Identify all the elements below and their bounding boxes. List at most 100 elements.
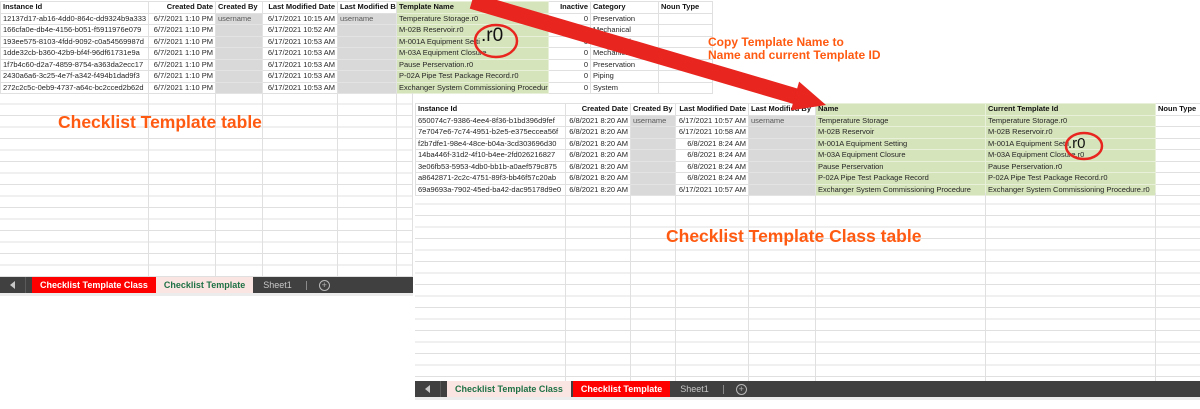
cell[interactable]: 6/7/2021 1:10 PM [148, 81, 216, 94]
cell[interactable]: Preservation [590, 58, 659, 71]
cell[interactable]: M-02B Reservoir.r0 [396, 24, 549, 37]
cell[interactable] [215, 24, 263, 37]
cell[interactable] [658, 70, 713, 83]
tab-nav-button[interactable] [0, 277, 26, 293]
cell[interactable]: P-02A Pipe Test Package Record.r0 [985, 172, 1156, 185]
cell[interactable]: 6/7/2021 1:10 PM [148, 24, 216, 37]
cell[interactable] [215, 58, 263, 71]
cell[interactable]: f2b7dfe1-98e4-48ce-b04a-3cd303696d30 [415, 137, 566, 150]
cell[interactable]: Mechanical [590, 47, 659, 60]
cell[interactable]: 6/17/2021 10:52 AM [262, 24, 338, 37]
cell[interactable] [215, 47, 263, 60]
cell[interactable] [337, 70, 397, 83]
cell[interactable]: 1dde32cb-b360-42b9-bf4f-96df61731e9a [0, 47, 149, 60]
cell[interactable]: username [630, 114, 676, 127]
cell[interactable] [630, 160, 676, 173]
cell[interactable] [337, 47, 397, 60]
cell[interactable]: Pause Perservation [815, 160, 986, 173]
cell[interactable]: username [337, 12, 397, 25]
cell[interactable]: 0 [548, 70, 591, 83]
cell[interactable]: Pause Perservation.r0 [985, 160, 1156, 173]
cell[interactable]: 6/7/2021 1:10 PM [148, 58, 216, 71]
cell[interactable]: 193ee575-8103-4fdd-9092-c0a54569987d [0, 35, 149, 48]
cell[interactable]: 6/17/2021 10:53 AM [262, 70, 338, 83]
column-header[interactable]: Last Modified Date [675, 103, 749, 116]
cell[interactable]: 0 [548, 35, 591, 48]
cell[interactable] [658, 58, 713, 71]
new-sheet-button[interactable]: + [735, 383, 747, 395]
column-header[interactable]: Category [590, 1, 659, 14]
cell[interactable]: 6/8/2021 8:20 AM [565, 114, 631, 127]
cell[interactable] [1155, 137, 1200, 150]
column-header[interactable]: Instance Id [415, 103, 566, 116]
cell[interactable] [748, 137, 816, 150]
cell[interactable]: 6/7/2021 1:10 PM [148, 12, 216, 25]
cell[interactable] [658, 24, 713, 37]
cell[interactable]: 6/8/2021 8:24 AM [675, 137, 749, 150]
cell[interactable]: System [590, 81, 659, 94]
cell[interactable]: 6/8/2021 8:24 AM [675, 172, 749, 185]
cell[interactable]: 0 [548, 47, 591, 60]
cell[interactable]: Mechanical [590, 24, 659, 37]
cell[interactable]: M-03A Equipment Closure [396, 47, 549, 60]
column-header[interactable]: Name [815, 103, 986, 116]
cell[interactable]: 6/17/2021 10:53 AM [262, 58, 338, 71]
cell[interactable] [748, 172, 816, 185]
cell[interactable]: Pause Perservation.r0 [396, 58, 549, 71]
tab-checklist-template-class[interactable]: Checklist Template Class [447, 381, 571, 397]
cell[interactable] [630, 172, 676, 185]
cell[interactable] [1155, 172, 1200, 185]
cell[interactable]: 6/17/2021 10:58 AM [675, 126, 749, 139]
cell[interactable] [748, 126, 816, 139]
cell[interactable]: M-001A Equipment Setti [396, 35, 549, 48]
cell[interactable] [1155, 160, 1200, 173]
cell[interactable]: username [215, 12, 263, 25]
column-header[interactable]: Last Modified By [337, 1, 397, 14]
cell[interactable]: 6/7/2021 1:10 PM [148, 47, 216, 60]
cell[interactable] [658, 35, 713, 48]
cell[interactable]: 6/8/2021 8:20 AM [565, 160, 631, 173]
cell[interactable]: Mechanical [590, 35, 659, 48]
column-header[interactable]: Last Modified Date [262, 1, 338, 14]
cell[interactable]: 0 [548, 58, 591, 71]
cell[interactable]: 6/7/2021 1:10 PM [148, 70, 216, 83]
cell[interactable]: 2430a6a6-3c25-4e7f-a342-f494b1dad9f3 [0, 70, 149, 83]
cell[interactable]: username [748, 114, 816, 127]
cell[interactable] [748, 149, 816, 162]
cell[interactable] [630, 126, 676, 139]
cell[interactable]: 6/8/2021 8:20 AM [565, 126, 631, 139]
cell[interactable]: 6/8/2021 8:20 AM [565, 172, 631, 185]
column-header[interactable]: Created Date [148, 1, 216, 14]
cell[interactable] [337, 58, 397, 71]
cell[interactable]: Temperature Storage.r0 [985, 114, 1156, 127]
column-header[interactable]: Template Name [396, 1, 549, 14]
cell[interactable] [658, 12, 713, 25]
column-header[interactable]: Inactive [548, 1, 591, 14]
cell[interactable]: 6/17/2021 10:15 AM [262, 12, 338, 25]
cell[interactable]: 14ba446f-31d2-4f10-b4ee-2fd026216827 [415, 149, 566, 162]
column-header[interactable]: Current Template Id [985, 103, 1156, 116]
cell[interactable]: Preservation [590, 12, 659, 25]
cell[interactable]: 6/8/2021 8:20 AM [565, 149, 631, 162]
cell[interactable] [1155, 126, 1200, 139]
column-header[interactable]: Last Modified By [748, 103, 816, 116]
cell[interactable]: P-02A Pipe Test Package Record.r0 [396, 70, 549, 83]
column-header[interactable]: Noun Type [658, 1, 713, 14]
cell[interactable]: M-03A Equipment Closure [815, 149, 986, 162]
column-header[interactable]: Created Date [565, 103, 631, 116]
cell[interactable] [1155, 149, 1200, 162]
cell[interactable] [337, 35, 397, 48]
cell[interactable]: Temperature Storage [815, 114, 986, 127]
cell[interactable] [337, 81, 397, 94]
tab-sheet1[interactable]: Sheet1 [263, 280, 292, 290]
cell[interactable] [748, 160, 816, 173]
cell[interactable]: 650074c7-9386-4ee4-8f36-b1bd396d9fef [415, 114, 566, 127]
cell[interactable]: 166cfa0e-db4e-4156-b051-f5911976e079 [0, 24, 149, 37]
column-header[interactable]: Noun Type [1155, 103, 1200, 116]
cell[interactable] [215, 70, 263, 83]
cell[interactable] [658, 81, 713, 94]
cell[interactable]: 6/8/2021 8:24 AM [675, 160, 749, 173]
cell[interactable]: 6/17/2021 10:53 AM [262, 81, 338, 94]
tab-sheet1[interactable]: Sheet1 [680, 384, 709, 394]
cell[interactable]: M-001A Equipment Setting [815, 137, 986, 150]
